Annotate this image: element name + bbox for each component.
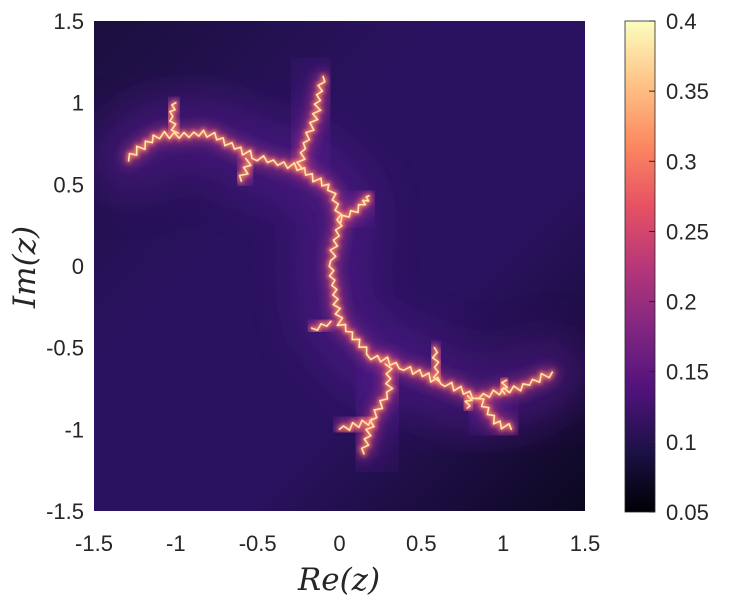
y-tick-label: 0.5: [53, 172, 84, 197]
fractal-core: [296, 75, 326, 170]
colorbar-tick-label: 0.2: [666, 290, 697, 315]
colorbar-tick-label: 0.1: [666, 430, 697, 455]
y-tick-label: -1.5: [46, 499, 84, 524]
colorbar-tick-label: 0.25: [666, 219, 709, 244]
x-tick-label: 1: [497, 531, 509, 556]
colorbar-ticks: 0.4 0.35 0.3 0.25 0.2 0.15 0.1 0.05: [649, 9, 709, 525]
colorbar-tick-label: 0.05: [666, 500, 709, 525]
x-tick-label: -1.5: [75, 531, 113, 556]
fractal-core: [169, 101, 179, 134]
colorbar-tick-label: 0.15: [666, 360, 709, 385]
fractal-core: [338, 418, 373, 432]
x-tick-label: 0: [333, 531, 345, 556]
fractal-core: [238, 157, 252, 182]
colorbar-tick-label: 0.4: [666, 9, 697, 34]
colorbar: 0.4 0.35 0.3 0.25 0.2 0.15 0.1 0.05: [624, 9, 709, 525]
x-axis-label: Re(z): [297, 562, 380, 598]
fractal-layer: [126, 74, 555, 457]
y-axis-label: Im(z): [7, 226, 43, 309]
x-axis-ticks: -1.5 -1 -0.5 0 0.5 1 1.5: [75, 531, 600, 556]
x-tick-label: -0.5: [239, 531, 277, 556]
x-tick-label: 0.5: [406, 531, 437, 556]
fractal-core: [360, 363, 394, 455]
y-tick-label: -0.5: [46, 336, 84, 361]
colorbar-tick-label: 0.35: [666, 79, 709, 104]
fractal-core: [310, 320, 332, 332]
plot-area: [94, 21, 585, 511]
colorbar-gradient: [624, 20, 656, 513]
y-tick-label: 1.5: [53, 9, 84, 34]
fractal-core: [475, 397, 513, 431]
fractal-core: [339, 195, 370, 223]
fractal-core: [500, 379, 509, 395]
y-tick-label: -1: [64, 417, 84, 442]
fractal-core: [464, 394, 473, 409]
colorbar-tick-label: 0.3: [666, 149, 697, 174]
x-tick-label: -1: [166, 531, 186, 556]
fractal-core: [127, 129, 554, 400]
y-tick-label: 1: [72, 91, 84, 116]
y-axis-ticks: 1.5 1 0.5 0 -0.5 -1 -1.5: [46, 9, 84, 524]
x-tick-label: 1.5: [570, 531, 601, 556]
y-tick-label: 0: [72, 254, 84, 279]
fractal-core: [431, 346, 441, 383]
